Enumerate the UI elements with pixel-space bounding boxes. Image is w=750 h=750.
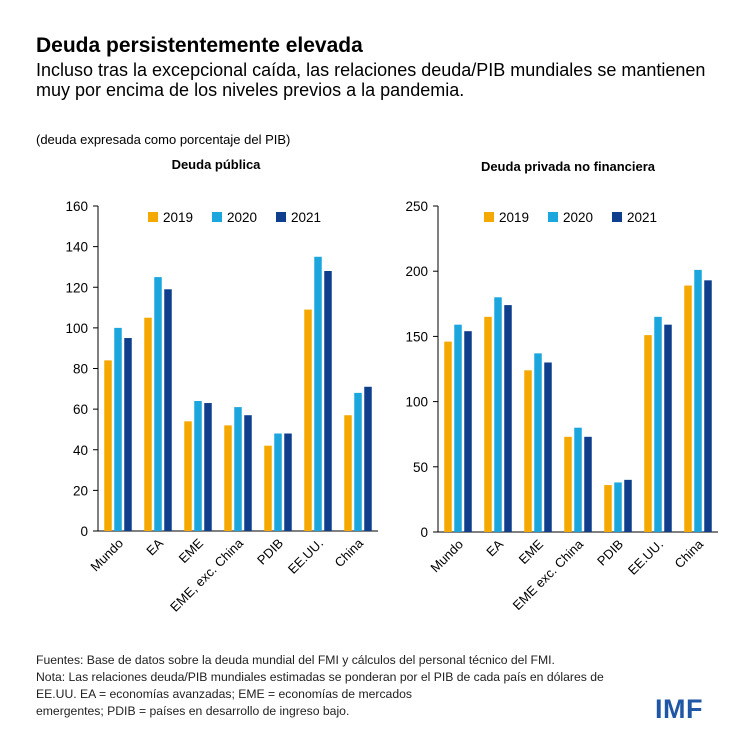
legend-swatch — [548, 212, 558, 222]
bar-2020 — [154, 277, 162, 531]
category-label: EME exc. China — [510, 536, 587, 613]
sources-line: emergentes; PDIB = países en desarrollo … — [36, 704, 350, 718]
legend-label: 2020 — [227, 210, 257, 225]
bar-2020 — [114, 327, 122, 531]
units-note: (deuda expresada como porcentaje del PIB… — [36, 132, 291, 147]
legend-swatch — [148, 212, 158, 222]
bar-2019 — [144, 317, 152, 531]
panel-title: Deuda pública — [172, 157, 262, 172]
y-tick-label: 150 — [405, 329, 428, 344]
legend-swatch — [484, 212, 494, 222]
legend-label: 2020 — [563, 210, 593, 225]
bar-2021 — [504, 305, 512, 532]
legend-label: 2021 — [627, 210, 657, 225]
legend-label: 2019 — [163, 210, 193, 225]
legend-swatch — [276, 212, 286, 222]
y-tick-label: 200 — [405, 264, 428, 279]
y-tick-label: 0 — [80, 524, 88, 539]
legend-label: 2021 — [291, 210, 321, 225]
bar-2020 — [654, 316, 662, 532]
category-label: EA — [143, 535, 166, 558]
bar-2020 — [494, 297, 502, 532]
y-tick-label: 80 — [73, 362, 88, 377]
bar-2020 — [234, 407, 242, 531]
bar-2019 — [184, 421, 192, 531]
bar-2020 — [574, 427, 582, 532]
y-tick-label: 120 — [65, 280, 88, 295]
y-tick-label: 100 — [405, 395, 428, 410]
legend-label: 2019 — [499, 210, 529, 225]
chart-subtitle: Incluso tras la excepcional caída, las r… — [36, 60, 706, 100]
bar-2021 — [544, 362, 552, 532]
bar-2019 — [684, 285, 692, 532]
bar-2021 — [284, 433, 292, 531]
sources-line: Fuentes: Base de datos sobre la deuda mu… — [36, 653, 555, 667]
bar-2020 — [274, 433, 282, 531]
bar-2021 — [364, 386, 372, 531]
category-label: EME — [176, 535, 207, 566]
bar-2020 — [194, 401, 202, 531]
y-tick-label: 140 — [65, 240, 88, 255]
bar-2021 — [324, 271, 332, 531]
y-tick-label: 60 — [73, 402, 88, 417]
category-label: EME — [516, 536, 547, 567]
bar-2021 — [584, 436, 592, 532]
bar-2020 — [314, 256, 322, 531]
bar-2021 — [704, 280, 712, 532]
bar-2020 — [694, 269, 702, 532]
bar-2019 — [524, 370, 532, 532]
legend-swatch — [212, 212, 222, 222]
y-tick-label: 160 — [65, 199, 88, 214]
category-label: Mundo — [427, 537, 466, 576]
bar-2019 — [604, 485, 612, 532]
bar-2020 — [354, 392, 362, 531]
bar-2019 — [224, 425, 232, 531]
sources-line: Nota: Las relaciones deuda/PIB mundiales… — [36, 670, 604, 684]
bar-2020 — [614, 482, 622, 532]
bar-2019 — [564, 436, 572, 532]
bar-2021 — [464, 331, 472, 532]
y-tick-label: 250 — [405, 199, 428, 214]
bar-2021 — [244, 415, 252, 531]
y-tick-label: 0 — [420, 525, 428, 540]
bar-2021 — [204, 403, 212, 531]
y-tick-label: 40 — [73, 443, 88, 458]
bar-2019 — [444, 341, 452, 532]
bar-2021 — [664, 324, 672, 532]
bar-2021 — [164, 289, 172, 531]
category-label: PDIB — [254, 536, 286, 568]
category-label: China — [671, 536, 706, 571]
chart-title: Deuda persistentemente elevada — [36, 34, 363, 57]
bar-2019 — [264, 445, 272, 531]
category-label: Mundo — [87, 536, 126, 575]
bar-2019 — [344, 415, 352, 531]
panel-title: Deuda privada no financiera — [481, 159, 656, 174]
category-label: EME, exc. China — [167, 535, 247, 615]
sources-line: EE.UU. EA = economías avanzadas; EME = e… — [36, 687, 412, 701]
bar-2019 — [304, 309, 312, 531]
y-tick-label: 100 — [65, 321, 88, 336]
sources-note: Fuentes: Base de datos sobre la deuda mu… — [36, 652, 696, 720]
bar-2019 — [484, 316, 492, 532]
bar-2019 — [644, 335, 652, 532]
category-label: EE.UU. — [625, 537, 666, 578]
y-tick-label: 20 — [73, 483, 88, 498]
imf-logo: IMF — [655, 694, 703, 724]
category-label: China — [331, 535, 366, 570]
bar-2020 — [534, 353, 542, 532]
bar-2020 — [454, 324, 462, 532]
bar-2021 — [124, 338, 132, 531]
bar-2021 — [624, 479, 632, 532]
category-label: EE.UU. — [285, 536, 326, 577]
bar-2019 — [104, 360, 112, 531]
legend-swatch — [612, 212, 622, 222]
y-tick-label: 50 — [413, 460, 428, 475]
category-label: EA — [483, 536, 506, 559]
category-label: PDIB — [594, 537, 626, 569]
